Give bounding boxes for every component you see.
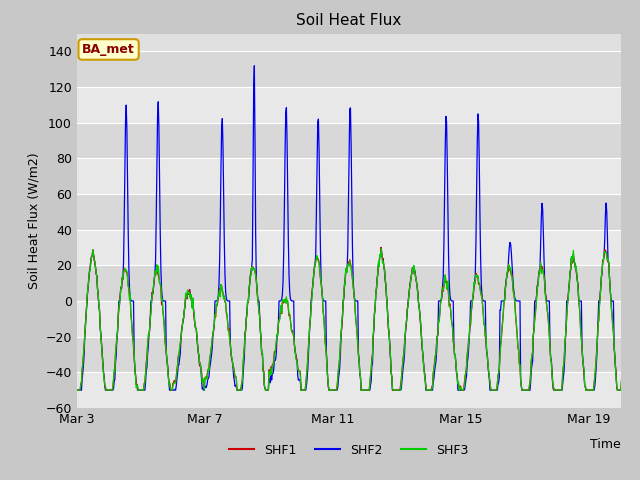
Title: Soil Heat Flux: Soil Heat Flux: [296, 13, 401, 28]
X-axis label: Time: Time: [590, 438, 621, 451]
Bar: [77, 158, 621, 194]
Bar: [77, 372, 621, 408]
Bar: [77, 87, 621, 123]
Bar: [77, 336, 621, 372]
Bar: [77, 265, 621, 301]
Bar: [77, 301, 621, 336]
Bar: [77, 123, 621, 158]
Bar: [77, 194, 621, 230]
Bar: [77, 230, 621, 265]
Legend: SHF1, SHF2, SHF3: SHF1, SHF2, SHF3: [224, 439, 474, 462]
Text: BA_met: BA_met: [82, 43, 135, 56]
Y-axis label: Soil Heat Flux (W/m2): Soil Heat Flux (W/m2): [27, 153, 40, 289]
Bar: [77, 51, 621, 87]
